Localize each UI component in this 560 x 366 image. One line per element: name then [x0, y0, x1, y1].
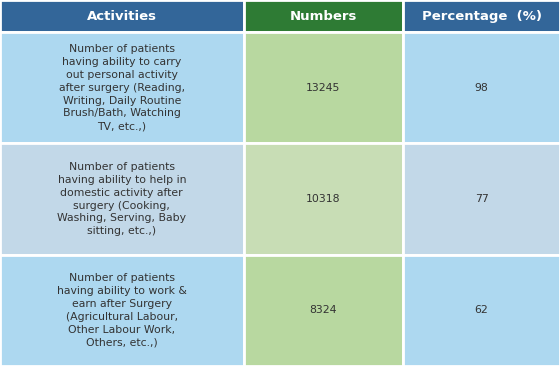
Text: Activities: Activities: [87, 10, 157, 23]
Text: 13245: 13245: [306, 83, 340, 93]
Text: Number of patients
having ability to help in
domestic activity after
surgery (Co: Number of patients having ability to hel…: [57, 162, 186, 236]
Bar: [403, 32, 560, 143]
Bar: [0, 143, 244, 255]
Text: 77: 77: [475, 194, 488, 204]
Text: 98: 98: [475, 83, 488, 93]
Text: 8324: 8324: [310, 305, 337, 315]
Bar: [0, 32, 244, 143]
Bar: [244, 143, 403, 255]
Bar: [403, 0, 560, 32]
Text: 10318: 10318: [306, 194, 340, 204]
Bar: [244, 255, 403, 366]
Bar: [0, 0, 244, 32]
Bar: [403, 143, 560, 255]
Text: Number of patients
having ability to work &
earn after Surgery
(Agricultural Lab: Number of patients having ability to wor…: [57, 273, 186, 347]
Text: 62: 62: [475, 305, 488, 315]
Text: Percentage  (%): Percentage (%): [422, 10, 542, 23]
Text: Numbers: Numbers: [290, 10, 357, 23]
Text: Number of patients
having ability to carry
out personal activity
after surgery (: Number of patients having ability to car…: [59, 44, 185, 131]
Bar: [0, 255, 244, 366]
Bar: [403, 255, 560, 366]
Bar: [244, 32, 403, 143]
Bar: [244, 0, 403, 32]
